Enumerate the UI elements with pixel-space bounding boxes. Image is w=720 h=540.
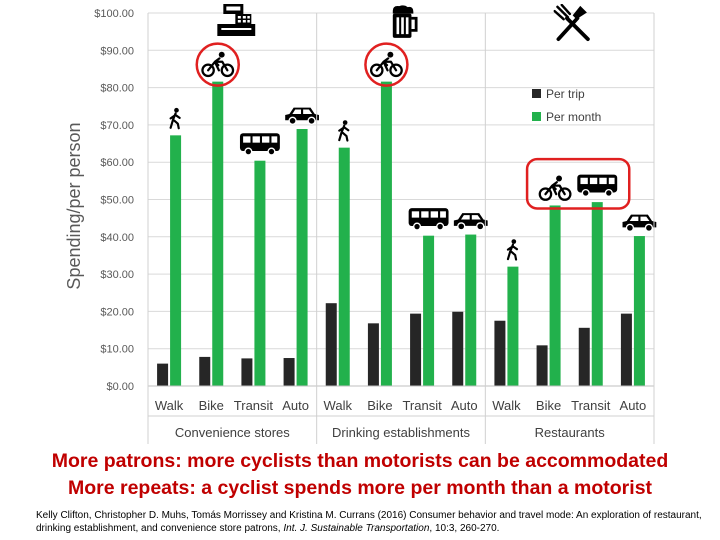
y-tick-label: $10.00	[100, 344, 134, 356]
bar-per-month	[170, 135, 182, 386]
bar-per-trip	[536, 345, 548, 386]
category-label: Auto	[620, 398, 647, 413]
y-tick-label: $20.00	[100, 306, 134, 318]
legend-label-per-trip: Per trip	[546, 87, 585, 101]
highlight-circle	[195, 42, 240, 87]
bar-per-month	[549, 205, 561, 386]
category-label: Walk	[492, 398, 521, 413]
bike-icon	[538, 174, 572, 201]
bar-per-trip	[452, 311, 464, 386]
legend-swatch-per-month	[532, 112, 541, 121]
citation: Kelly Clifton, Christopher D. Muhs, Tomá…	[36, 509, 712, 535]
bar-per-month	[254, 160, 266, 386]
category-label: Walk	[155, 398, 184, 413]
bar-per-trip	[283, 358, 295, 386]
group-label: Restaurants	[535, 425, 606, 440]
y-tick-label: $50.00	[100, 195, 134, 207]
y-tick-label: $30.00	[100, 269, 134, 281]
y-tick-label: $90.00	[100, 45, 134, 57]
y-tick-label: $40.00	[100, 232, 134, 244]
y-tick-label: $70.00	[100, 120, 134, 132]
car-icon	[621, 213, 658, 233]
citation-details: , 10:3, 260-270.	[429, 523, 500, 534]
walk-icon	[506, 237, 519, 261]
bar-per-month	[633, 236, 645, 386]
headline-line-1: More patrons: more cyclists than motoris…	[51, 450, 669, 472]
x-axis: Convenience stores Walk Bike Transit Auto Dri…	[147, 13, 655, 444]
category-label: Transit	[402, 398, 442, 413]
y-axis-label: Spending/per person	[64, 122, 84, 289]
bar-per-trip	[241, 358, 253, 386]
bars	[157, 81, 645, 387]
legend-swatch-per-trip	[532, 89, 541, 98]
bar-per-month	[338, 147, 350, 386]
bar-per-trip	[367, 323, 379, 386]
category-label: Auto	[451, 398, 478, 413]
bus-icon	[239, 132, 281, 156]
category-label: Transit	[234, 398, 274, 413]
bar-per-trip	[157, 363, 169, 386]
bar-per-trip	[410, 313, 422, 386]
car-icon	[284, 106, 320, 126]
bar-per-trip	[578, 327, 590, 386]
bar-per-month	[380, 81, 392, 386]
legend: Per trip Per month	[532, 87, 601, 124]
y-tick-label: $100.00	[94, 8, 134, 20]
legend-label-per-month: Per month	[546, 110, 601, 124]
bar-per-trip	[494, 320, 506, 386]
walk-icon	[337, 118, 350, 142]
bar-per-month	[591, 202, 603, 386]
car-icon	[453, 212, 489, 231]
bar-per-trip	[620, 313, 632, 386]
beer-mug-icon	[391, 4, 418, 40]
bus-icon	[407, 207, 450, 231]
citation-journal: Int. J. Sustainable Transportation	[283, 523, 430, 534]
category-label: Transit	[571, 398, 611, 413]
mode-icons	[169, 4, 658, 261]
category-label: Bike	[536, 398, 561, 413]
category-label: Bike	[367, 398, 392, 413]
bike-icon	[201, 50, 235, 78]
y-tick-label: $80.00	[100, 83, 134, 95]
bar-per-month	[212, 81, 224, 386]
bus-icon	[576, 173, 618, 198]
category-label: Bike	[199, 398, 224, 413]
cash-register-icon	[217, 4, 256, 36]
bar-per-trip	[325, 303, 337, 386]
bar-chart: $0.00 $10.00 $20.00 $30.00 $40.00 $50.00 $60.0…	[64, 4, 658, 444]
bar-per-month	[423, 235, 435, 386]
headline-line-2: More repeats: a cyclist spends more per …	[67, 477, 653, 499]
y-tick-label: $60.00	[100, 157, 134, 169]
y-axis-ticks: $0.00 $10.00 $20.00 $30.00 $40.00 $50.00 $60.0…	[94, 8, 134, 393]
bar-per-month	[507, 266, 519, 386]
highlight-circles	[195, 42, 631, 210]
y-tick-label: $0.00	[106, 381, 134, 393]
category-label: Walk	[324, 398, 353, 413]
fork-knife-icon	[553, 4, 590, 42]
bar-per-month	[465, 234, 477, 386]
highlight-circle	[364, 42, 409, 87]
category-label: Auto	[282, 398, 309, 413]
bar-per-month	[296, 129, 308, 387]
bike-icon	[369, 50, 403, 78]
group-label: Drinking establishments	[332, 425, 471, 440]
highlight-box	[525, 157, 631, 210]
citation-text: Kelly Clifton, Christopher D. Muhs, Tomá…	[36, 510, 702, 534]
bar-per-trip	[199, 356, 211, 386]
group-label: Convenience stores	[175, 425, 290, 440]
